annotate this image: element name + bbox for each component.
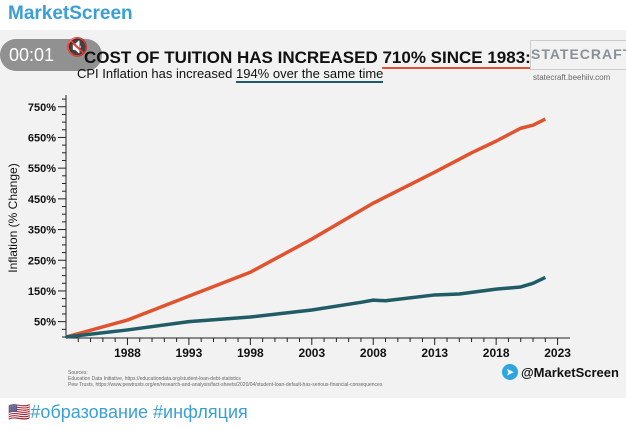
statecraft-logo: STATECRAFT	[530, 40, 626, 70]
cpi-line	[65, 275, 547, 339]
x-tick-label: 2018	[483, 346, 510, 360]
y-tick-label: 650%	[28, 132, 56, 144]
x-tick-label: 1988	[114, 346, 141, 360]
y-tick-label: 450%	[28, 194, 56, 206]
x-tick-label: 2013	[421, 346, 448, 360]
sources: Sources: Education Data Initiative, http…	[68, 370, 382, 388]
source-line: Pew Trusts, https://www.pewtrusts.org/en…	[68, 382, 383, 388]
title-text: COST OF TUITION HAS INCREASED	[84, 48, 383, 67]
y-tick-label: 50%	[34, 317, 56, 329]
y-tick-label: 750%	[28, 102, 56, 114]
chart-title: COST OF TUITION HAS INCREASED 710% SINCE…	[84, 48, 531, 69]
x-tick-label: 1993	[176, 346, 203, 360]
source-line: Education Data Initiative, https://educa…	[68, 376, 241, 382]
chart-subtitle: CPI Inflation has increased 194% over th…	[77, 66, 384, 83]
x-tick-label: 2008	[360, 346, 387, 360]
watermark-text: @MarketScreen	[521, 364, 619, 380]
subtitle-highlight: 194% over the same time	[235, 66, 384, 83]
title-highlight: 710% SINCE 1983:	[382, 48, 531, 69]
x-tick-label: 2023	[544, 346, 571, 360]
y-tick-label: 550%	[28, 163, 56, 175]
y-tick-label: 150%	[28, 286, 56, 298]
hashtags[interactable]: #образование #инфляция	[30, 402, 248, 422]
video-timer: 00:01	[0, 39, 102, 71]
y-tick-label: 250%	[28, 255, 56, 267]
channel-name[interactable]: MarketScreen	[8, 3, 133, 24]
caption: 🇺🇸#образование #инфляция	[8, 402, 248, 423]
speaker-muted-icon[interactable]: 🔇	[66, 37, 89, 57]
x-tick-label: 1998	[237, 346, 264, 360]
logo-url: statecraft.beehiiv.com	[533, 73, 611, 82]
us-flag-icon: 🇺🇸	[8, 402, 31, 422]
y-axis-label: Inflation (% Change)	[6, 163, 20, 272]
telegram-icon: ➤	[502, 364, 518, 380]
watermark: ➤ @MarketScreen	[502, 364, 619, 380]
sources-label: Sources:	[68, 370, 88, 376]
video-player[interactable]: 00:01 🔇 COST OF TUITION HAS INCREASED 71…	[0, 30, 626, 398]
y-tick-label: 350%	[28, 225, 56, 237]
tuition-line	[65, 117, 547, 339]
subtitle-text: CPI Inflation has increased	[77, 66, 236, 81]
x-tick-label: 2003	[298, 346, 325, 360]
